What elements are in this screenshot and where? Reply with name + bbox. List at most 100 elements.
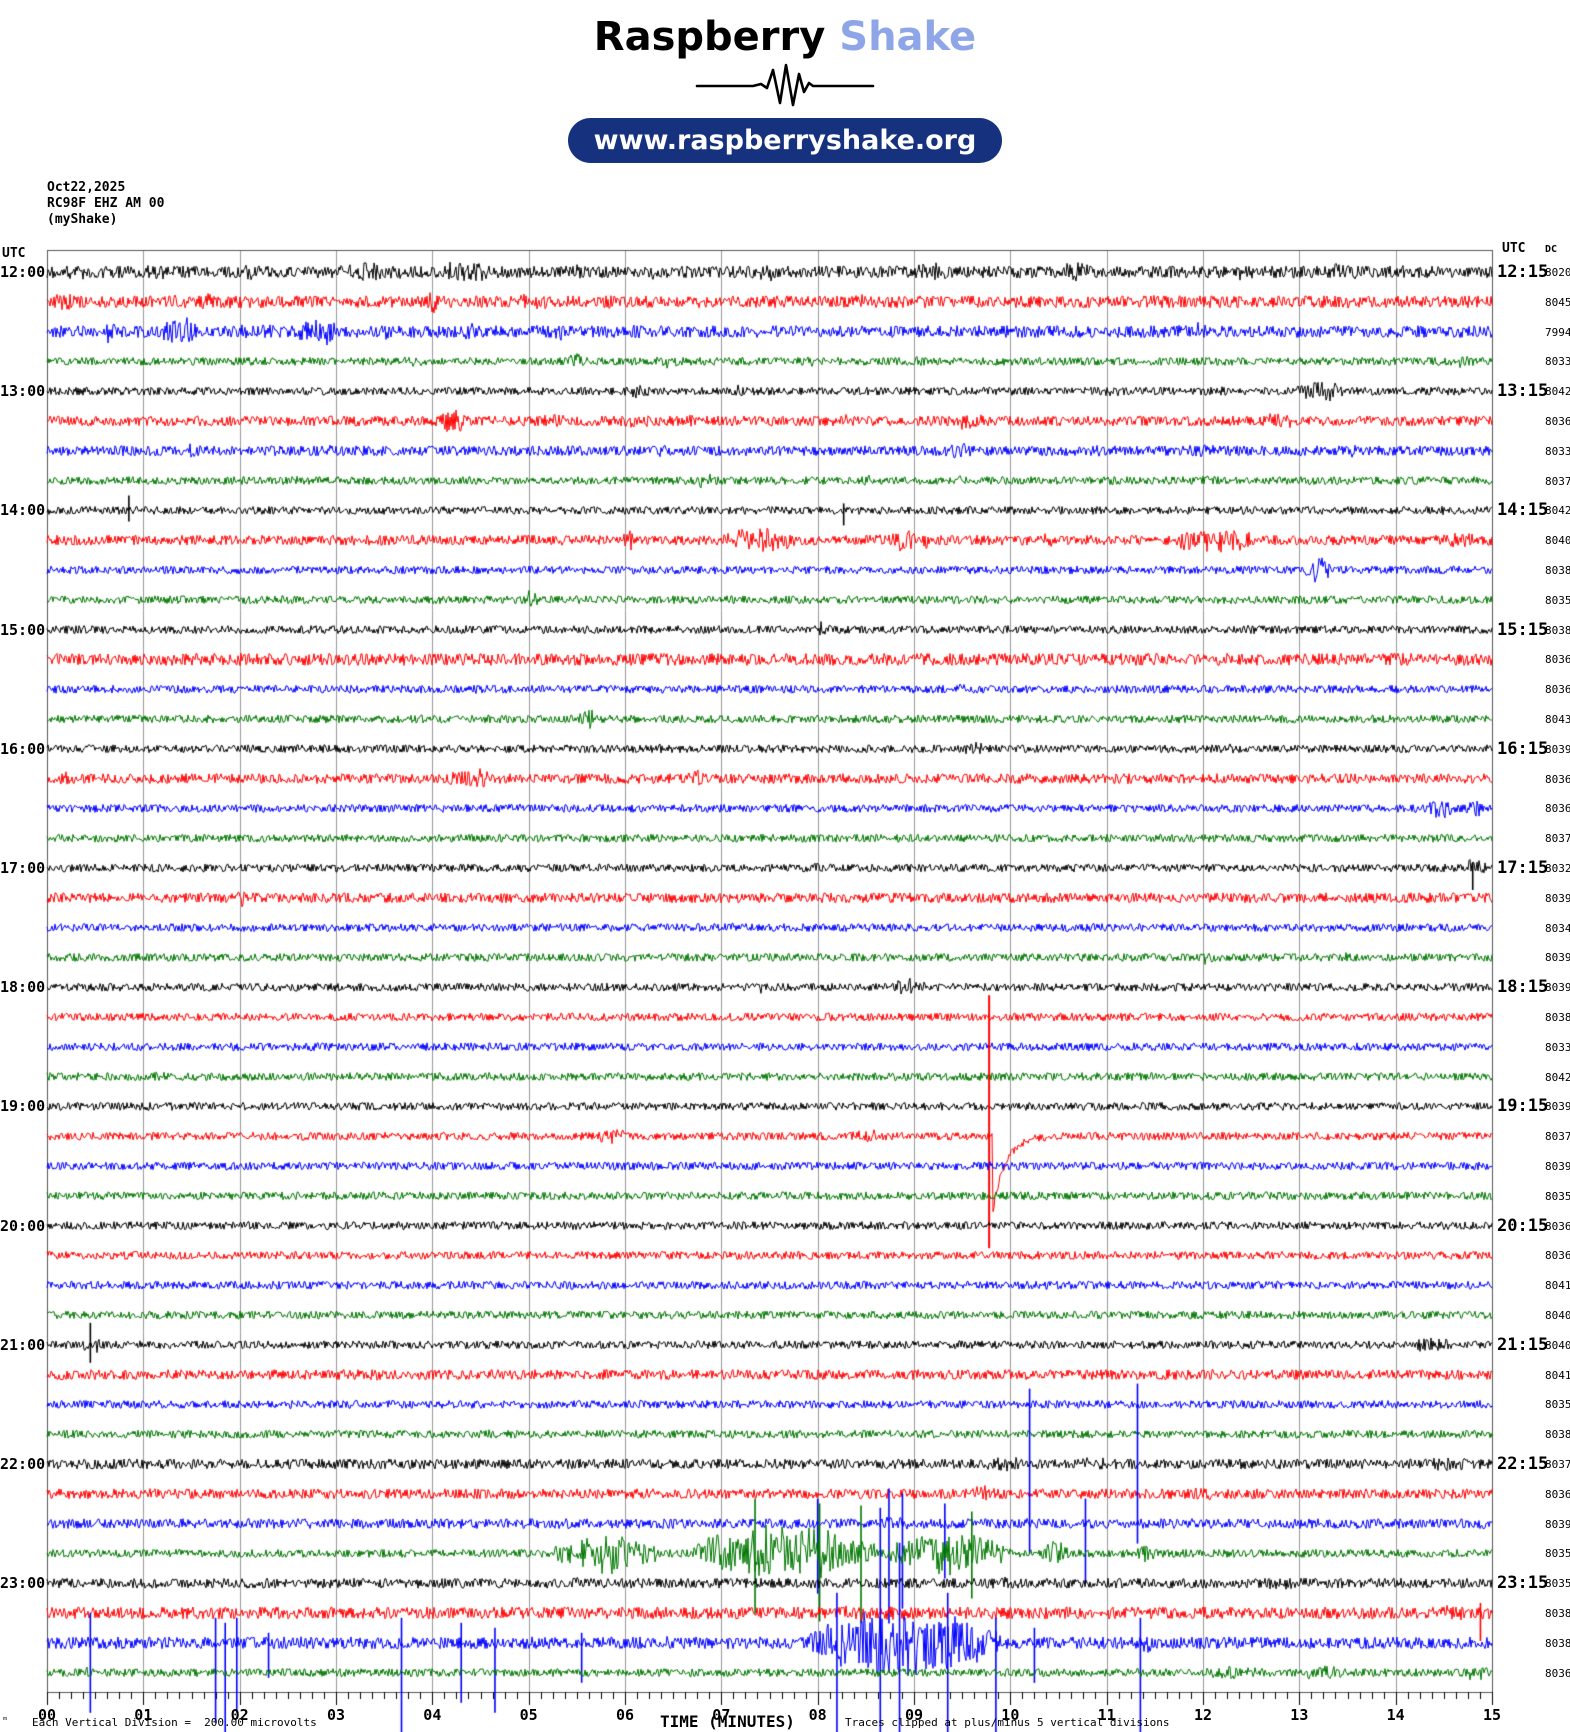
left-time-label: 20:00 [0, 1216, 46, 1235]
website-pill[interactable]: www.raspberryshake.org [567, 118, 1003, 163]
utc-right-header: UTC [1502, 241, 1526, 256]
dc-value: 8039 [1545, 1517, 1570, 1531]
utc-left-header: UTC [2, 246, 26, 261]
dc-value: 8035 [1545, 1577, 1570, 1591]
dc-value: 8035 [1545, 1398, 1570, 1412]
left-time-label: 13:00 [0, 382, 46, 401]
dc-value: 8036 [1545, 415, 1570, 428]
x-tick-label: 02 [230, 1706, 249, 1724]
right-time-label: 21:15 [1497, 1334, 1549, 1355]
x-tick-label: 07 [712, 1706, 731, 1724]
right-time-label: 19:15 [1497, 1096, 1549, 1117]
dc-value: 8033 [1545, 1040, 1570, 1054]
station-id: RC98F EHZ AM 00 [47, 196, 165, 211]
dc-value: 8037 [1545, 474, 1570, 488]
brand-header: Raspberry Shake www.raspberryshake.org [0, 0, 1570, 163]
brand-primary: Raspberry [593, 14, 826, 60]
dc-value: 8039 [1545, 1100, 1570, 1114]
dc-value: 8037 [1545, 1458, 1570, 1471]
right-time-label: 20:15 [1497, 1215, 1549, 1236]
x-tick-label: 15 [1482, 1706, 1502, 1724]
dc-value: 8040 [1545, 534, 1570, 548]
dc-value: 8033 [1545, 444, 1570, 458]
right-time-label: 18:15 [1497, 977, 1549, 998]
x-tick-label: 12 [1193, 1706, 1213, 1724]
left-time-label: 15:00 [0, 620, 46, 639]
dc-value: 8036 [1545, 1666, 1570, 1680]
dc-value: 8042 [1545, 504, 1570, 518]
clip-note: Traces clipped at plus/minus 5 vertical … [845, 1716, 1170, 1729]
right-time-label: 14:15 [1497, 500, 1549, 521]
dc-value: 8036 [1545, 1487, 1570, 1501]
left-time-label: 12:00 [0, 263, 46, 281]
dc-value: 8038 [1545, 1607, 1570, 1620]
dc-value: 8041 [1545, 1279, 1570, 1293]
brand-title: Raspberry Shake [0, 14, 1570, 60]
brand-waveform-icon [695, 63, 875, 107]
station-date: Oct22,2025 [47, 180, 126, 195]
x-tick-label: 13 [1290, 1706, 1309, 1724]
x-tick-label: 05 [519, 1706, 538, 1724]
x-tick-label: 03 [326, 1706, 346, 1724]
dc-value: 8045 [1545, 295, 1570, 309]
dc-value: 8038 [1545, 623, 1570, 637]
dc-value: 8042 [1545, 385, 1570, 399]
right-time-label: 17:15 [1497, 858, 1549, 878]
left-time-label: 22:00 [0, 1455, 46, 1473]
dc-value: 8036 [1545, 802, 1570, 816]
x-tick-label: 10 [1001, 1706, 1020, 1724]
dc-value: 8036 [1545, 1219, 1570, 1233]
right-time-label: 13:15 [1497, 381, 1549, 402]
dc-value: 8036 [1545, 653, 1570, 667]
x-axis-title: TIME (MINUTES) [660, 1712, 795, 1731]
right-time-label: 16:15 [1497, 738, 1549, 759]
dc-value: 8039 [1545, 951, 1570, 965]
dc-value: 8038 [1545, 1011, 1570, 1024]
station-network: (myShake) [47, 212, 118, 227]
x-tick-label: 14 [1386, 1706, 1405, 1724]
dc-value: 8038 [1545, 1428, 1570, 1442]
x-tick-label: 01 [134, 1706, 153, 1724]
x-tick-label: 00 [37, 1706, 57, 1724]
scale-note: Each Vertical Division = 200.00 microvol… [32, 1716, 317, 1729]
dc-value: 8034 [1545, 921, 1570, 935]
left-time-label: 16:00 [0, 739, 46, 758]
dc-value: 8039 [1545, 742, 1570, 756]
right-time-label: 23:15 [1497, 1573, 1549, 1594]
dc-value: 8036 [1545, 772, 1570, 786]
left-time-label: 14:00 [0, 501, 46, 520]
dc-value: 8039 [1545, 1160, 1570, 1173]
dc-value: 8043 [1545, 713, 1570, 726]
dc-value: 8038 [1545, 564, 1570, 577]
x-tick-label: 11 [1097, 1706, 1116, 1724]
right-time-label: 22:15 [1497, 1454, 1549, 1474]
x-tick-label: 04 [423, 1706, 442, 1724]
right-time-label: 15:15 [1497, 619, 1549, 640]
dc-value: 8032 [1545, 862, 1570, 875]
dc-value: 8041 [1545, 1368, 1570, 1382]
right-time-label: 12:15 [1497, 262, 1549, 282]
left-time-label: 23:00 [0, 1574, 46, 1593]
dc-value: 8035 [1545, 1189, 1570, 1203]
left-time-label: 21:00 [0, 1335, 46, 1354]
dc-value: 8038 [1545, 1636, 1570, 1650]
dc-value: 8033 [1545, 355, 1570, 369]
brand-secondary: Shake [825, 14, 977, 60]
dc-value: 8035 [1545, 593, 1570, 607]
dc-value: 8040 [1545, 1309, 1570, 1322]
dc-header: DC [1545, 244, 1558, 255]
dc-value: 8039 [1545, 981, 1570, 995]
corner-mark: ₘ [2, 1712, 9, 1723]
x-tick-label: 09 [904, 1706, 924, 1724]
x-tick-label: 08 [808, 1706, 827, 1724]
dc-value: 8040 [1545, 1338, 1570, 1352]
dc-value: 8036 [1545, 683, 1570, 697]
dc-value: 8037 [1545, 832, 1570, 846]
left-time-label: 19:00 [0, 1097, 46, 1116]
dc-value: 8039 [1545, 891, 1570, 905]
dc-value: 8042 [1545, 1070, 1570, 1084]
left-time-label: 18:00 [0, 978, 46, 997]
dc-value: 7994 [1545, 325, 1570, 339]
dc-value: 8035 [1545, 1547, 1570, 1561]
